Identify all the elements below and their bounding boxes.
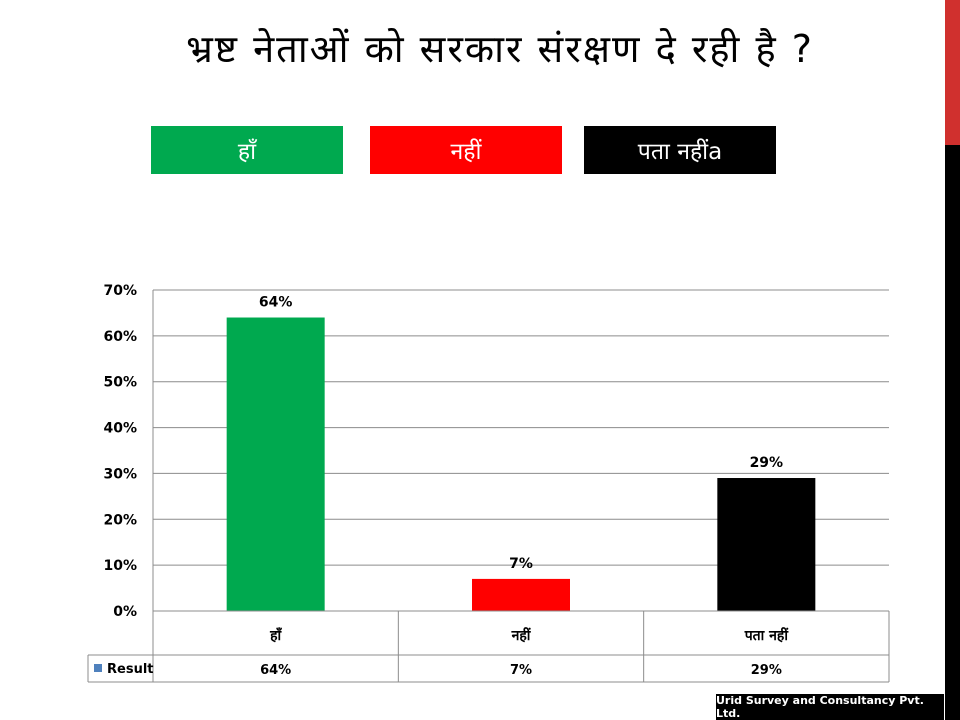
right-accent-black [945, 145, 960, 720]
y-tick-label: 0% [113, 604, 137, 620]
legend-dont-know: पता नहींa [584, 126, 776, 174]
bar [717, 478, 816, 611]
footer-credit: Urid Survey and Consultancy Pvt. Ltd. [716, 694, 944, 720]
y-tick-label: 30% [103, 466, 137, 482]
data-label: 64% [259, 295, 293, 311]
y-tick-label: 50% [103, 375, 137, 391]
right-accent-red [945, 0, 960, 145]
y-tick-label: 70% [103, 283, 137, 299]
table-value: 64% [260, 663, 291, 678]
y-tick-label: 60% [103, 329, 137, 345]
category-label: पता नहीं [744, 627, 790, 644]
series-key-swatch [94, 664, 102, 672]
y-tick-label: 20% [103, 512, 137, 528]
table-value: 29% [751, 663, 782, 678]
table-value: 7% [510, 663, 532, 678]
data-label: 7% [509, 556, 533, 572]
bar [226, 317, 325, 611]
y-tick-label: 10% [103, 558, 137, 574]
bar [472, 578, 570, 611]
page-title: भ्रष्ट नेताओं को सरकार संरक्षण दे रही है… [186, 27, 814, 71]
series-key-label: Result [107, 662, 154, 677]
data-label: 29% [750, 455, 784, 471]
category-label: नहीं [511, 627, 532, 644]
y-tick-label: 40% [103, 421, 137, 437]
category-label: हाँ [269, 627, 282, 644]
legend-no: नहीं [370, 126, 562, 174]
legend-yes: हाँ [151, 126, 343, 174]
